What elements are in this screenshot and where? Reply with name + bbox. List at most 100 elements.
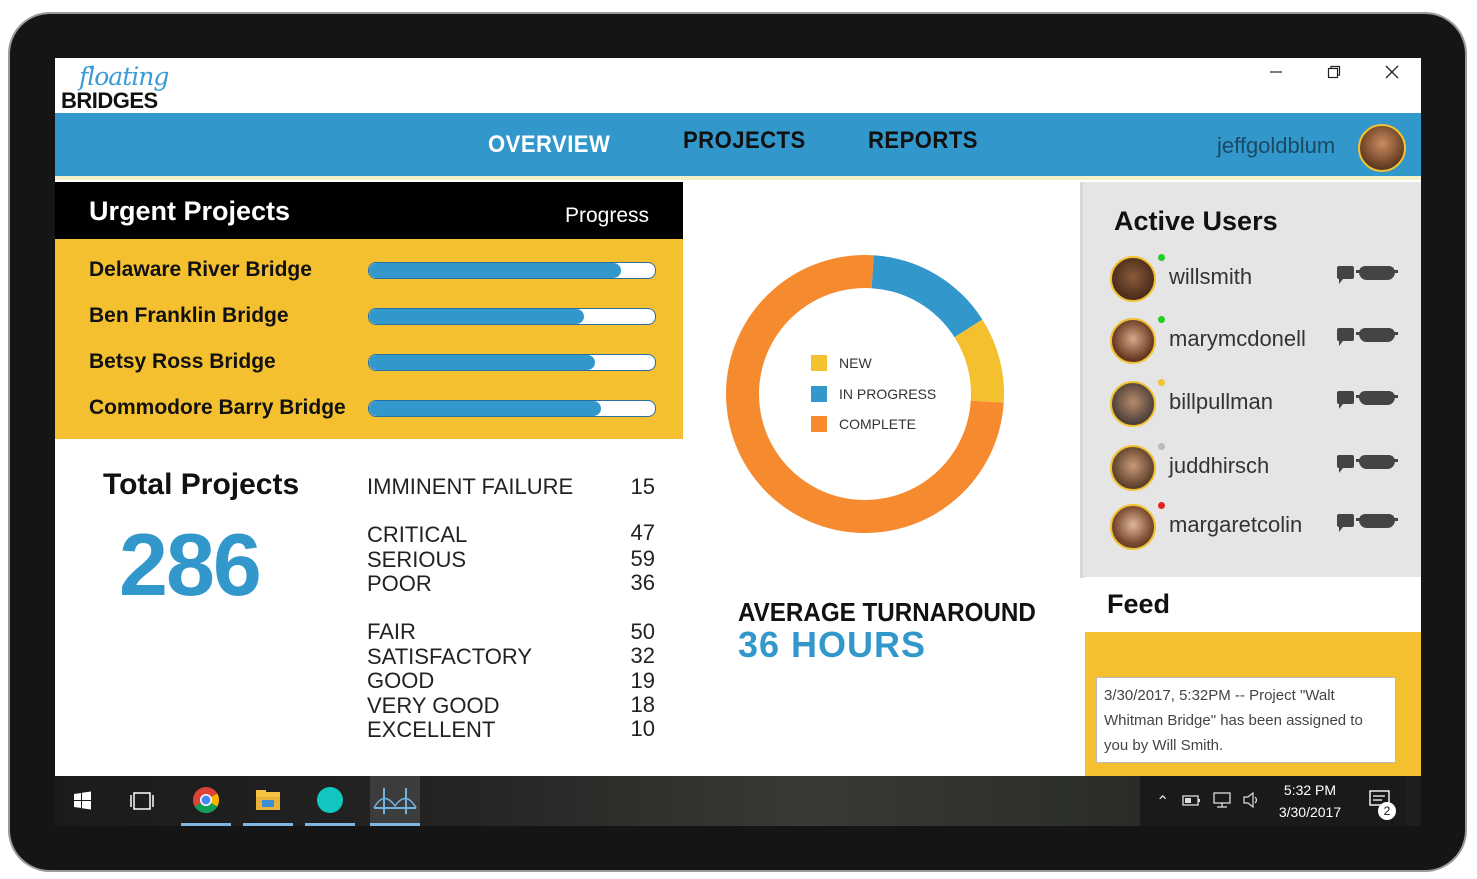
legend-label: IN PROGRESS	[839, 386, 937, 402]
chat-icon[interactable]	[1337, 455, 1354, 473]
title-bar: floating BRIDGES	[55, 58, 1421, 113]
active-users-title: Active Users	[1114, 206, 1278, 236]
volume-icon[interactable]	[1242, 791, 1262, 809]
total-projects-title: Total Projects	[103, 468, 300, 501]
project-name: Ben Franklin Bridge	[89, 304, 289, 327]
taskbar-date[interactable]: 3/30/2017	[1278, 804, 1342, 820]
condition-count: 47	[630, 520, 655, 545]
bridge-app-icon	[373, 788, 417, 814]
nav-tab-overview[interactable]: OVERVIEW	[488, 131, 611, 158]
close-button[interactable]	[1372, 64, 1412, 86]
condition-label: IMMINENT FAILURE	[367, 474, 574, 499]
minimize-button[interactable]	[1256, 64, 1296, 86]
teal-app-icon	[317, 787, 343, 813]
progress-bar	[368, 308, 656, 325]
donut-slice-in-progress	[871, 255, 983, 338]
project-name: Betsy Ross Bridge	[89, 350, 276, 373]
nav-bar: OVERVIEW PROJECTS REPORTS jeffgoldblum	[55, 113, 1421, 176]
taskbar-app-teal[interactable]	[305, 776, 355, 826]
active-indicator	[243, 823, 293, 826]
vr-headset-icon[interactable]	[1356, 391, 1398, 405]
progress-bar	[368, 262, 656, 279]
progress-fill	[369, 355, 595, 370]
active-user-row[interactable]: billpullman	[1083, 379, 1421, 435]
chat-icon[interactable]	[1337, 328, 1354, 346]
chat-icon[interactable]	[1337, 514, 1354, 532]
legend-swatch	[811, 355, 827, 371]
network-icon[interactable]	[1212, 791, 1232, 809]
urgent-project-row[interactable]: Betsy Ross Bridge	[55, 344, 683, 390]
condition-label: VERY GOOD	[367, 693, 500, 718]
chat-icon[interactable]	[1337, 391, 1354, 409]
file-explorer-icon	[256, 790, 280, 810]
urgent-project-row[interactable]: Commodore Barry Bridge	[55, 390, 683, 436]
restore-button[interactable]	[1314, 64, 1354, 86]
task-view-button[interactable]	[117, 776, 167, 826]
logo-text-top: floating	[79, 62, 169, 91]
user-name: juddhirsch	[1169, 453, 1270, 478]
condition-label: POOR	[367, 571, 432, 596]
vr-headset-icon[interactable]	[1356, 455, 1398, 469]
user-name: billpullman	[1169, 389, 1273, 414]
battery-icon[interactable]	[1182, 792, 1202, 808]
vr-headset-icon[interactable]	[1356, 266, 1398, 280]
condition-count: 10	[630, 716, 655, 741]
chat-icon[interactable]	[1337, 266, 1354, 284]
urgent-projects-title: Urgent Projects	[89, 196, 291, 226]
progress-fill	[369, 401, 601, 416]
user-avatar[interactable]	[1358, 124, 1406, 172]
task-view-icon	[130, 792, 154, 810]
active-user-row[interactable]: margaretcolin	[1083, 502, 1421, 558]
nav-divider	[55, 176, 1421, 180]
progress-fill	[369, 309, 584, 324]
condition-label: FAIR	[367, 619, 416, 644]
notification-count-badge: 2	[1378, 802, 1396, 820]
minimize-icon	[1270, 71, 1282, 73]
logo-text-bottom: BRIDGES	[61, 88, 158, 113]
chevron-up-icon[interactable]: ⌃	[1156, 794, 1170, 811]
condition-label: GOOD	[367, 668, 435, 693]
nav-tab-projects[interactable]: PROJECTS	[683, 127, 806, 154]
condition-count: 50	[630, 619, 655, 644]
feed-entry[interactable]: 3/30/2017, 5:32PM -- Project "Walt Whitm…	[1096, 677, 1396, 763]
active-user-row[interactable]: marymcdonell	[1083, 316, 1421, 372]
status-dot	[1158, 443, 1165, 450]
status-dot	[1158, 502, 1165, 509]
restore-icon	[1327, 65, 1341, 79]
close-icon	[1385, 65, 1399, 79]
legend-label: COMPLETE	[839, 416, 917, 432]
active-user-row[interactable]: willsmith	[1083, 254, 1421, 310]
app-logo: floating BRIDGES	[61, 62, 181, 113]
taskbar-app-bridges[interactable]	[370, 776, 420, 826]
user-avatar	[1110, 504, 1156, 550]
username-label[interactable]: jeffgoldblum	[1217, 133, 1336, 158]
condition-count: 18	[630, 692, 655, 717]
taskbar-time[interactable]: 5:32 PM	[1283, 782, 1337, 798]
condition-count: 19	[630, 668, 655, 693]
taskbar-app-chrome[interactable]	[181, 776, 231, 826]
user-avatar	[1110, 256, 1156, 302]
active-user-row[interactable]: juddhirsch	[1083, 443, 1421, 499]
windows-start-button[interactable]	[57, 776, 107, 826]
vr-headset-icon[interactable]	[1356, 328, 1398, 342]
taskbar-app-file-explorer[interactable]	[243, 776, 293, 826]
status-dot	[1158, 316, 1165, 323]
user-name: margaretcolin	[1169, 512, 1303, 537]
app-window: floating BRIDGES OVERVIEW PROJECTS REPOR…	[55, 58, 1421, 826]
vr-headset-icon[interactable]	[1356, 514, 1398, 528]
user-avatar	[1110, 318, 1156, 364]
urgent-project-row[interactable]: Ben Franklin Bridge	[55, 298, 683, 344]
active-users-panel: Active Users willsmith marymcdonell bill…	[1080, 182, 1421, 578]
nav-tab-reports[interactable]: REPORTS	[868, 127, 978, 154]
condition-count: 59	[630, 546, 655, 571]
feed-title: Feed	[1107, 589, 1171, 619]
condition-count: 15	[630, 474, 655, 499]
condition-count: 36	[630, 570, 655, 595]
active-indicator	[305, 823, 355, 826]
legend-swatch	[811, 386, 827, 402]
urgent-project-row[interactable]: Delaware River Bridge	[55, 252, 683, 298]
taskbar: ⌃ 5:32 PM 3/30/2017 2	[55, 776, 1421, 826]
condition-label: SATISFACTORY	[367, 644, 533, 669]
condition-label: EXCELLENT	[367, 717, 496, 742]
total-projects-count: 286	[119, 515, 262, 614]
